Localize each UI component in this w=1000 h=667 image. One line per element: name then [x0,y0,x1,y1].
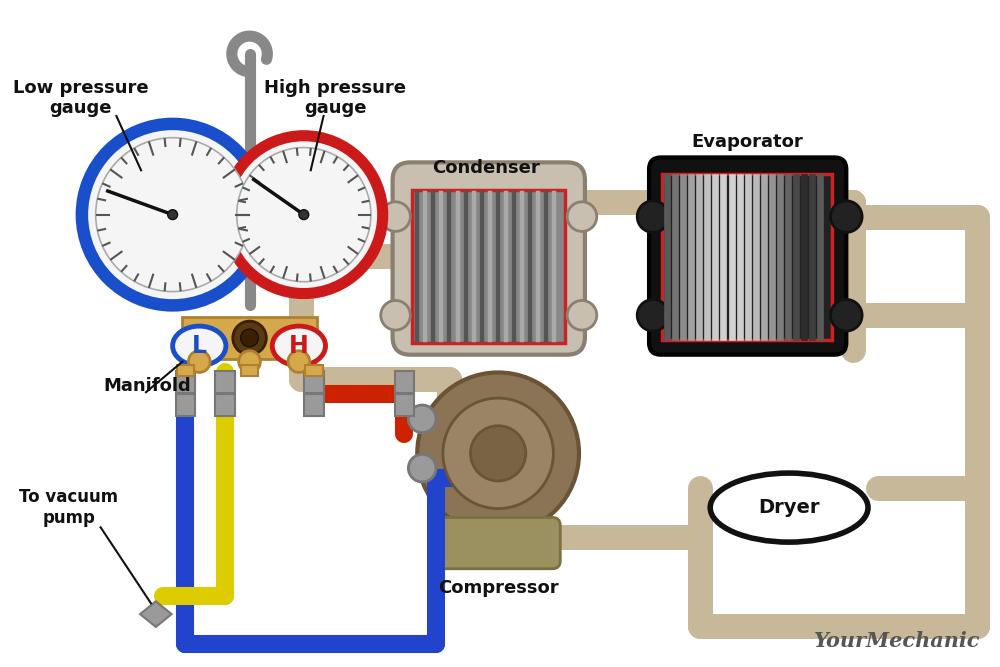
Text: Evaporator: Evaporator [692,133,804,151]
Circle shape [637,299,669,331]
Text: Compressor: Compressor [438,578,558,596]
FancyBboxPatch shape [436,518,560,569]
Bar [241,365,258,376]
Bar [176,372,195,393]
Circle shape [831,201,862,232]
Bar [177,365,194,376]
Circle shape [381,300,410,330]
Circle shape [96,137,250,291]
Bar [305,365,323,376]
Circle shape [408,405,436,433]
Bar [182,317,317,359]
Polygon shape [140,602,172,627]
Ellipse shape [272,326,326,366]
Bar [395,372,414,393]
FancyBboxPatch shape [649,157,846,355]
Text: H: H [289,334,309,358]
Circle shape [408,454,436,482]
Circle shape [237,147,371,281]
Circle shape [233,321,266,355]
Text: YourMechanic: YourMechanic [814,631,981,651]
Bar [412,190,565,343]
Circle shape [299,209,309,219]
Circle shape [188,351,210,372]
Circle shape [288,351,310,372]
Circle shape [241,329,258,347]
Circle shape [567,300,597,330]
Bar [215,372,235,393]
Text: Low pressure
gauge: Low pressure gauge [13,79,149,117]
Bar [304,372,324,393]
Bar [395,394,414,416]
Circle shape [225,135,383,293]
Text: Dryer: Dryer [758,498,820,517]
Bar [176,394,195,416]
Text: High pressure
gauge: High pressure gauge [264,79,406,117]
Bar [215,394,235,416]
Circle shape [637,201,669,232]
Circle shape [239,351,260,372]
Circle shape [381,202,410,231]
Circle shape [471,426,526,481]
Bar [304,394,324,416]
Circle shape [567,202,597,231]
Text: To vacuum
pump: To vacuum pump [19,488,119,527]
Circle shape [417,372,579,534]
Circle shape [443,398,553,508]
FancyBboxPatch shape [393,162,585,355]
Circle shape [168,209,178,219]
Ellipse shape [173,326,226,366]
Circle shape [831,299,862,331]
Text: L: L [192,334,207,358]
Text: Condenser: Condenser [432,159,540,177]
Circle shape [82,124,263,305]
Text: Manifold: Manifold [104,378,191,396]
Ellipse shape [710,473,868,542]
Bar [662,174,832,340]
